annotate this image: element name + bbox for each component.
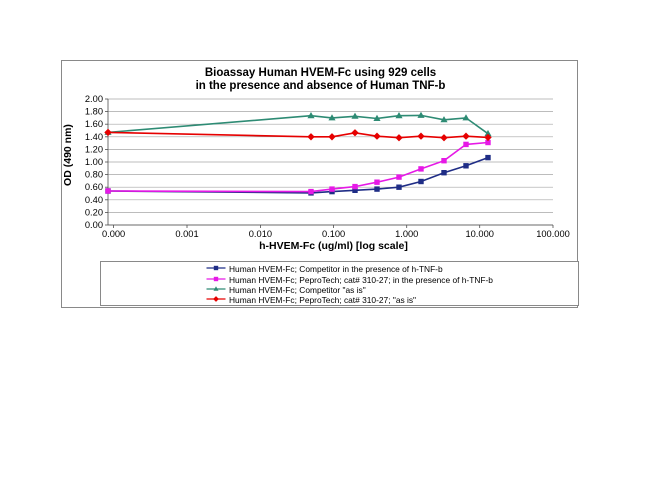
svg-text:1.00: 1.00 bbox=[85, 157, 103, 167]
svg-text:0.010: 0.010 bbox=[249, 229, 272, 239]
svg-text:0.20: 0.20 bbox=[85, 207, 103, 217]
svg-text:1.20: 1.20 bbox=[85, 144, 103, 154]
svg-text:0.80: 0.80 bbox=[85, 170, 103, 180]
svg-text:1.000: 1.000 bbox=[395, 229, 418, 239]
svg-text:0.00: 0.00 bbox=[85, 220, 103, 230]
svg-text:1.80: 1.80 bbox=[85, 107, 103, 117]
svg-text:0.100: 0.100 bbox=[322, 229, 345, 239]
svg-text:0.60: 0.60 bbox=[85, 182, 103, 192]
svg-text:0.001: 0.001 bbox=[175, 229, 198, 239]
svg-text:0.40: 0.40 bbox=[85, 195, 103, 205]
svg-text:2.00: 2.00 bbox=[85, 94, 103, 104]
svg-text:1.40: 1.40 bbox=[85, 132, 103, 142]
svg-text:1.60: 1.60 bbox=[85, 119, 103, 129]
svg-text:0.000: 0.000 bbox=[102, 229, 125, 239]
svg-text:10.000: 10.000 bbox=[465, 229, 493, 239]
svg-text:100.000: 100.000 bbox=[536, 229, 570, 239]
